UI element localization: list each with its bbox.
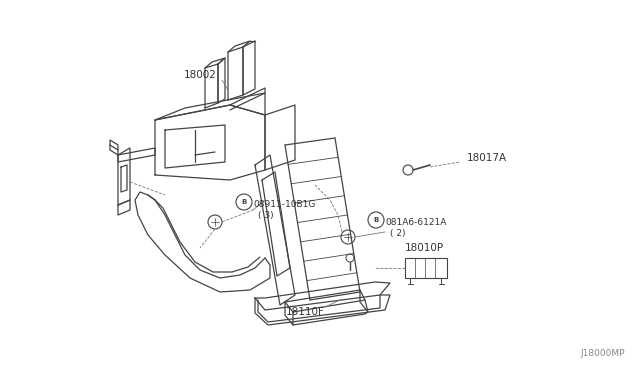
Text: B: B	[241, 199, 246, 205]
Text: 18017A: 18017A	[467, 153, 507, 163]
Text: 081A6-6121A: 081A6-6121A	[385, 218, 446, 227]
Text: J18000MP: J18000MP	[580, 349, 625, 358]
Text: 08911-10B1G: 08911-10B1G	[253, 199, 316, 208]
Bar	[405, 258, 447, 278]
Text: B: B	[373, 217, 379, 223]
Text: ( 3): ( 3)	[258, 211, 274, 219]
Text: 18002: 18002	[184, 70, 216, 80]
Text: 18010P: 18010P	[405, 243, 444, 253]
Text: ( 2): ( 2)	[390, 228, 406, 237]
Text: 18110F: 18110F	[285, 307, 324, 317]
